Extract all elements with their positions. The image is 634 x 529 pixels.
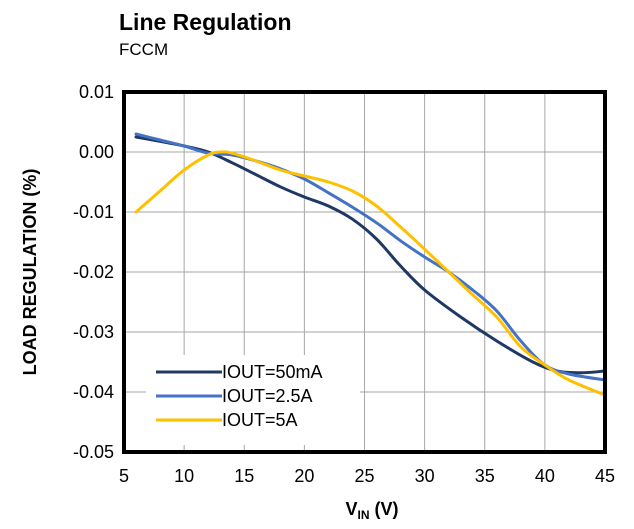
legend-background (146, 355, 360, 445)
legend-label: IOUT=2.5A (222, 386, 313, 406)
series-line-3 (134, 150, 607, 397)
y-tick-label: -0.02 (73, 262, 114, 282)
x-tick-label: 40 (535, 466, 555, 486)
y-tick-label: -0.01 (73, 202, 114, 222)
y-tick-label: -0.03 (73, 322, 114, 342)
x-tick-label: 5 (119, 466, 129, 486)
y-tick-label: 0.00 (79, 142, 114, 162)
series-layer (134, 132, 607, 397)
legend: IOUT=50mA IOUT=2.5A IOUT=5A (146, 355, 360, 445)
legend-label: IOUT=50mA (222, 362, 323, 382)
x-tick-label: 30 (415, 466, 435, 486)
x-tick-label: 10 (174, 466, 194, 486)
y-tick-label: -0.05 (73, 442, 114, 462)
series-line-1 (134, 135, 607, 375)
x-tick-label: 35 (475, 466, 495, 486)
chart-title: Line Regulation (119, 9, 292, 35)
series-line-2 (134, 132, 607, 382)
y-axis-label: LOAD REGULATION (%) (20, 169, 40, 376)
x-axis-label: VIN (V) (345, 499, 398, 522)
chart-subtitle: FCCM (119, 40, 168, 59)
x-axis-label-main: V (345, 499, 357, 519)
y-tick-labels: 0.01 0.00 -0.01 -0.02 -0.03 -0.04 -0.05 (73, 82, 114, 462)
y-tick-label: -0.04 (73, 382, 114, 402)
x-axis-label-unit: (V) (370, 499, 399, 519)
legend-label: IOUT=5A (222, 410, 298, 430)
x-tick-label: 45 (595, 466, 615, 486)
x-axis-label-subscript: IN (358, 508, 370, 522)
y-tick-label: 0.01 (79, 82, 114, 102)
x-tick-label: 15 (234, 466, 254, 486)
x-tick-label: 20 (294, 466, 314, 486)
plot-area-frame (122, 90, 607, 454)
x-tick-labels: 5 10 15 20 25 30 35 40 45 (119, 466, 615, 486)
x-tick-label: 25 (354, 466, 374, 486)
